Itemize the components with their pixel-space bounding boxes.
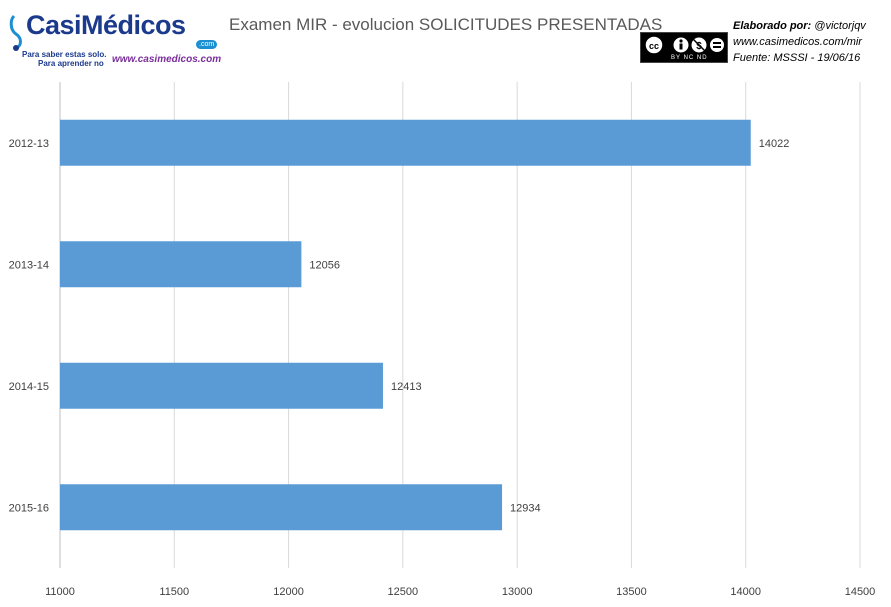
creative-commons-icon: cc $ BY NC ND: [640, 32, 728, 63]
y-tick-label: 2013-14: [9, 259, 49, 271]
stethoscope-icon: [9, 14, 22, 51]
chart-title: Examen MIR - evolucion SOLICITUDES PRESE…: [229, 15, 663, 34]
x-tick-label: 13000: [502, 586, 533, 598]
y-tick-label: 2012-13: [9, 138, 49, 150]
data-label: 14022: [759, 138, 790, 150]
data-label: 12413: [391, 381, 422, 393]
logo-name: CasiMédicos: [26, 10, 186, 40]
logo-tagline-1: Para saber estas solo.: [22, 50, 107, 59]
x-tick-label: 11500: [159, 586, 189, 598]
bar: [60, 119, 751, 166]
data-label: 12056: [309, 259, 340, 271]
bar: [60, 362, 383, 409]
data-label: 12934: [510, 502, 541, 514]
logo-dotcom: .com: [196, 40, 218, 49]
x-tick-label: 11000: [45, 586, 75, 598]
bar: [60, 241, 302, 288]
x-tick-label: 14000: [730, 586, 761, 598]
credits-url: www.casimedicos.com/mir: [733, 36, 862, 48]
y-tick-label: 2015-16: [9, 502, 49, 514]
credits-author-label: Elaborado por:: [733, 20, 812, 32]
credits-source: Fuente: MSSSI - 19/06/16: [733, 52, 861, 64]
logo-tagline-2: Para aprender no: [38, 59, 104, 68]
logo: CasiMédicos .com Para saber estas solo. …: [8, 6, 223, 72]
logo-url: www.casimedicos.com: [112, 54, 222, 65]
x-tick-label: 13500: [616, 586, 647, 598]
bar: [60, 484, 503, 531]
x-tick-label: 12500: [388, 586, 419, 598]
y-tick-label: 2014-15: [9, 381, 49, 393]
credits-author: @victorjqv: [814, 20, 866, 32]
svg-text:cc: cc: [649, 41, 659, 51]
x-tick-label: 14500: [845, 586, 876, 598]
credits-author-line: Elaborado por: @victorjqv: [733, 18, 866, 34]
cc-badge-labels: BY NC ND: [671, 55, 708, 61]
x-tick-label: 12000: [273, 586, 304, 598]
svg-text:$: $: [696, 41, 702, 52]
credits: Elaborado por: @victorjqv www.casimedico…: [733, 18, 866, 66]
